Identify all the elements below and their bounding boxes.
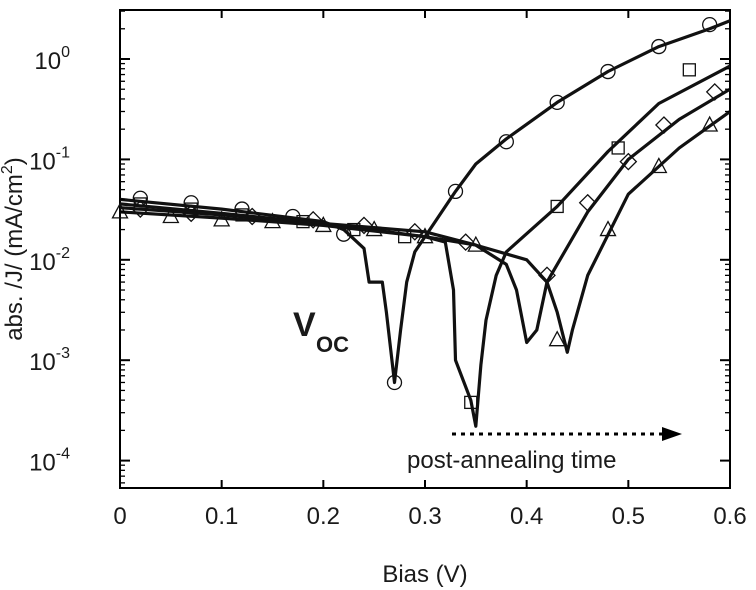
x-tick-label: 0.2 — [307, 503, 340, 530]
square-marker — [235, 208, 249, 222]
circle-marker — [498, 134, 514, 150]
diamond-marker — [654, 116, 673, 134]
y-tick-exponent: -3 — [56, 345, 70, 362]
square-marker — [184, 202, 198, 216]
y-tick-exponent: 0 — [61, 44, 70, 61]
y-tick-label: 10-1 — [29, 144, 70, 175]
y-tick-base: 10 — [29, 148, 56, 175]
triangle-marker — [701, 115, 719, 132]
y-tick-base: 10 — [29, 450, 56, 477]
circle-marker — [651, 38, 667, 55]
triangle-marker — [213, 210, 231, 227]
voc-label-main: V — [293, 306, 316, 344]
x-tick-label: 0.6 — [713, 503, 746, 530]
y-tick-exponent: -4 — [56, 446, 70, 463]
circle-marker — [183, 195, 199, 211]
y-tick-label: 10-3 — [29, 345, 70, 376]
post-annealing-arrow: post-annealing time — [407, 427, 682, 474]
square-marker — [296, 214, 310, 229]
diamond-marker — [355, 216, 373, 235]
diamond-marker — [304, 210, 323, 229]
circle-marker — [702, 16, 718, 33]
y-axis-title-prefix: abs. /J/ (mA/cm — [1, 174, 28, 341]
triangle-marker — [162, 207, 180, 224]
diamond-marker — [619, 152, 638, 171]
circle-marker — [234, 201, 250, 217]
x-tick-label: 0 — [113, 503, 126, 530]
diamond-marker — [705, 83, 724, 101]
triangle-marker — [467, 235, 485, 252]
x-axis-ticks: 0 0.1 0.2 0.3 0.4 0.5 0.6 — [113, 10, 747, 530]
series-line — [120, 64, 730, 428]
triangle-marker — [548, 330, 566, 347]
x-tick-label: 0.1 — [205, 503, 238, 530]
y-axis-title-exponent: 2 — [0, 165, 16, 174]
square-marker — [550, 199, 564, 214]
diamond-marker — [578, 193, 597, 212]
circle-marker — [386, 374, 403, 391]
series-line — [120, 110, 730, 354]
plot-area — [111, 9, 731, 489]
markers-layer — [111, 16, 724, 410]
arrow-head — [662, 427, 682, 441]
diamond-marker — [456, 233, 475, 252]
plot-frame — [119, 9, 731, 489]
y-tick-label: 10-2 — [29, 245, 70, 276]
circle-marker — [600, 63, 616, 80]
square-marker — [133, 197, 147, 211]
diamond-marker — [405, 222, 424, 241]
voc-label-subscript: OC — [316, 332, 349, 357]
square-marker — [464, 395, 478, 410]
triangle-marker — [650, 157, 668, 174]
y-axis-title-suffix: ) — [1, 157, 28, 165]
curves-layer — [120, 19, 730, 428]
square-marker — [611, 141, 625, 155]
triangle-marker — [111, 202, 129, 219]
y-tick-base: 10 — [29, 249, 56, 276]
triangle-marker — [599, 220, 617, 237]
x-tick-label: 0.3 — [408, 503, 441, 530]
square-marker — [682, 63, 696, 77]
arrow-label: post-annealing time — [407, 447, 616, 474]
circle-marker — [549, 94, 565, 111]
x-tick-label: 0.5 — [612, 503, 645, 530]
square-marker — [398, 230, 412, 244]
series-line — [120, 87, 730, 345]
triangle-marker — [314, 216, 332, 233]
series-line — [120, 19, 730, 385]
circle-marker — [132, 190, 148, 206]
y-tick-base: 10 — [29, 349, 56, 376]
y-axis-title: abs. /J/ (mA/cm2) — [0, 157, 28, 341]
x-axis-title: Bias (V) — [382, 561, 467, 588]
voc-annotation: V OC — [293, 306, 349, 357]
y-tick-base: 10 — [34, 48, 61, 75]
triangle-marker — [365, 220, 383, 237]
y-tick-exponent: -2 — [56, 245, 70, 262]
diamond-marker — [131, 200, 150, 219]
circle-marker — [447, 183, 464, 200]
diamond-marker — [538, 266, 556, 285]
circle-marker — [336, 226, 352, 242]
y-tick-label: 100 — [34, 44, 70, 75]
x-tick-label: 0.4 — [510, 503, 543, 530]
y-tick-exponent: -1 — [56, 144, 70, 161]
diamond-marker — [182, 204, 201, 223]
diamond-marker — [243, 207, 262, 226]
triangle-marker — [416, 227, 434, 244]
y-tick-label: 10-4 — [29, 446, 70, 477]
triangle-marker — [263, 212, 282, 229]
circle-marker — [285, 208, 301, 225]
